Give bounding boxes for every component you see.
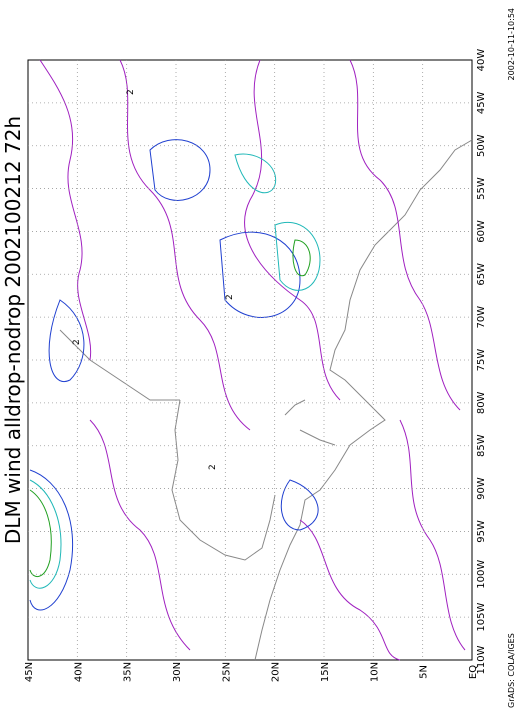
latitude-label: 20N <box>271 662 282 682</box>
latitude-label: 5N <box>419 665 430 679</box>
coastline <box>59 139 473 661</box>
latitude-label: 45N <box>24 662 35 682</box>
contour-label: 2 <box>126 89 136 95</box>
map-frame <box>27 59 473 661</box>
latitude-label: 30N <box>172 662 183 682</box>
graticule <box>28 60 472 660</box>
longitude-label: 60W <box>476 220 487 243</box>
longitude-label: 85W <box>476 434 487 457</box>
timestamp: 2002-10-11-10:54 <box>507 8 516 80</box>
longitude-label: 55W <box>476 177 487 200</box>
longitude-label: 95W <box>476 520 487 543</box>
contour-label: 2 <box>208 464 218 470</box>
latitude-label: 35N <box>123 662 134 682</box>
longitude-label: 110W <box>476 645 487 674</box>
longitude-label: 40W <box>476 49 487 72</box>
latitude-label: 25N <box>221 662 232 682</box>
longitude-label: 50W <box>476 134 487 157</box>
credit: GrADS: COLA/IGES <box>507 633 516 708</box>
longitude-label: 80W <box>476 391 487 414</box>
longitude-label: 100W <box>476 560 487 589</box>
contour-label: 2 <box>72 339 82 345</box>
longitude-label: 70W <box>476 306 487 329</box>
map-title: DLM wind alldrop-nodrop 2002100212 72h <box>1 116 25 544</box>
longitude-label: 90W <box>476 477 487 500</box>
latitude-label: 40N <box>73 662 84 682</box>
longitude-label: 45W <box>476 91 487 114</box>
longitude-label: 65W <box>476 263 487 286</box>
contours <box>29 59 466 661</box>
contour-label: 2 <box>225 294 235 300</box>
latitude-label: EQ <box>468 665 479 679</box>
latitude-label: 15N <box>320 662 331 682</box>
latitude-label: 10N <box>369 662 380 682</box>
longitude-label: 105W <box>476 603 487 632</box>
longitude-label: 75W <box>476 349 487 372</box>
